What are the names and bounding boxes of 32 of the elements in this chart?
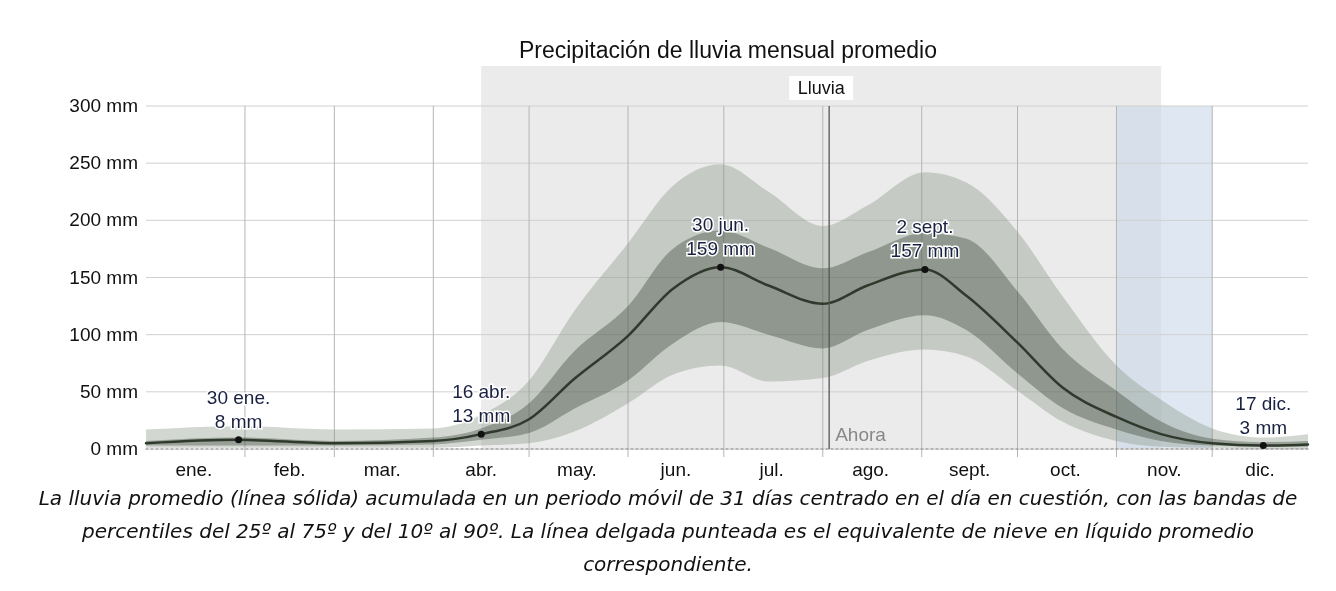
x-tick-label: may. <box>557 459 597 480</box>
y-tick-label: 0 mm <box>90 438 138 459</box>
annotation: 30 ene. 8 mm <box>206 386 271 432</box>
x-tick-label: oct. <box>1050 459 1081 480</box>
x-tick-label: feb. <box>273 459 306 480</box>
point <box>717 263 725 271</box>
text: La lluvia promedio (línea sólida) acumulada en un periodo móvil de 31 días centrado en el día en cuestión, con las bandas de percentiles del 25º al 75º y del 10º al 90º. La línea delgada punteada es el equivalente de nieve en líquido promedio correspondiente. <box>37 485 1299 578</box>
band-label: Lluvia <box>797 78 846 98</box>
point <box>477 430 485 438</box>
x-tick-label: mar. <box>363 459 401 480</box>
x-tick-label: ago. <box>852 459 890 480</box>
annotation: 2 sept. 157 mm <box>890 216 960 262</box>
x-tick-label: nov. <box>1147 459 1182 480</box>
x-tick-label: dic. <box>1245 459 1275 480</box>
y-tick-label: 250 mm <box>69 152 138 174</box>
annotation: 30 jun. 159 mm <box>686 214 755 260</box>
annotation: 17 dic. 3 mm <box>1235 392 1292 438</box>
annotation: 16 abr. 13 mm <box>452 381 511 427</box>
y-tick-label: 200 mm <box>69 209 138 231</box>
y-tick-label: 150 mm <box>69 266 138 288</box>
x-tick-label: abr. <box>465 459 498 480</box>
x-tick-label: jul. <box>758 459 784 480</box>
ref-line-label: Ahora <box>835 424 887 445</box>
x-tick-label: jun. <box>659 459 692 480</box>
point <box>1259 442 1267 450</box>
y-tick-label: 50 mm <box>79 380 138 402</box>
y-tick-label: 100 mm <box>69 323 138 345</box>
x-tick-label: ene. <box>175 459 213 480</box>
x-tick-label: sept. <box>949 459 991 480</box>
point <box>921 266 929 273</box>
chart-title: Precipitación de lluvia mensual promedio <box>518 37 938 63</box>
y-tick-label: 300 mm <box>69 95 138 116</box>
